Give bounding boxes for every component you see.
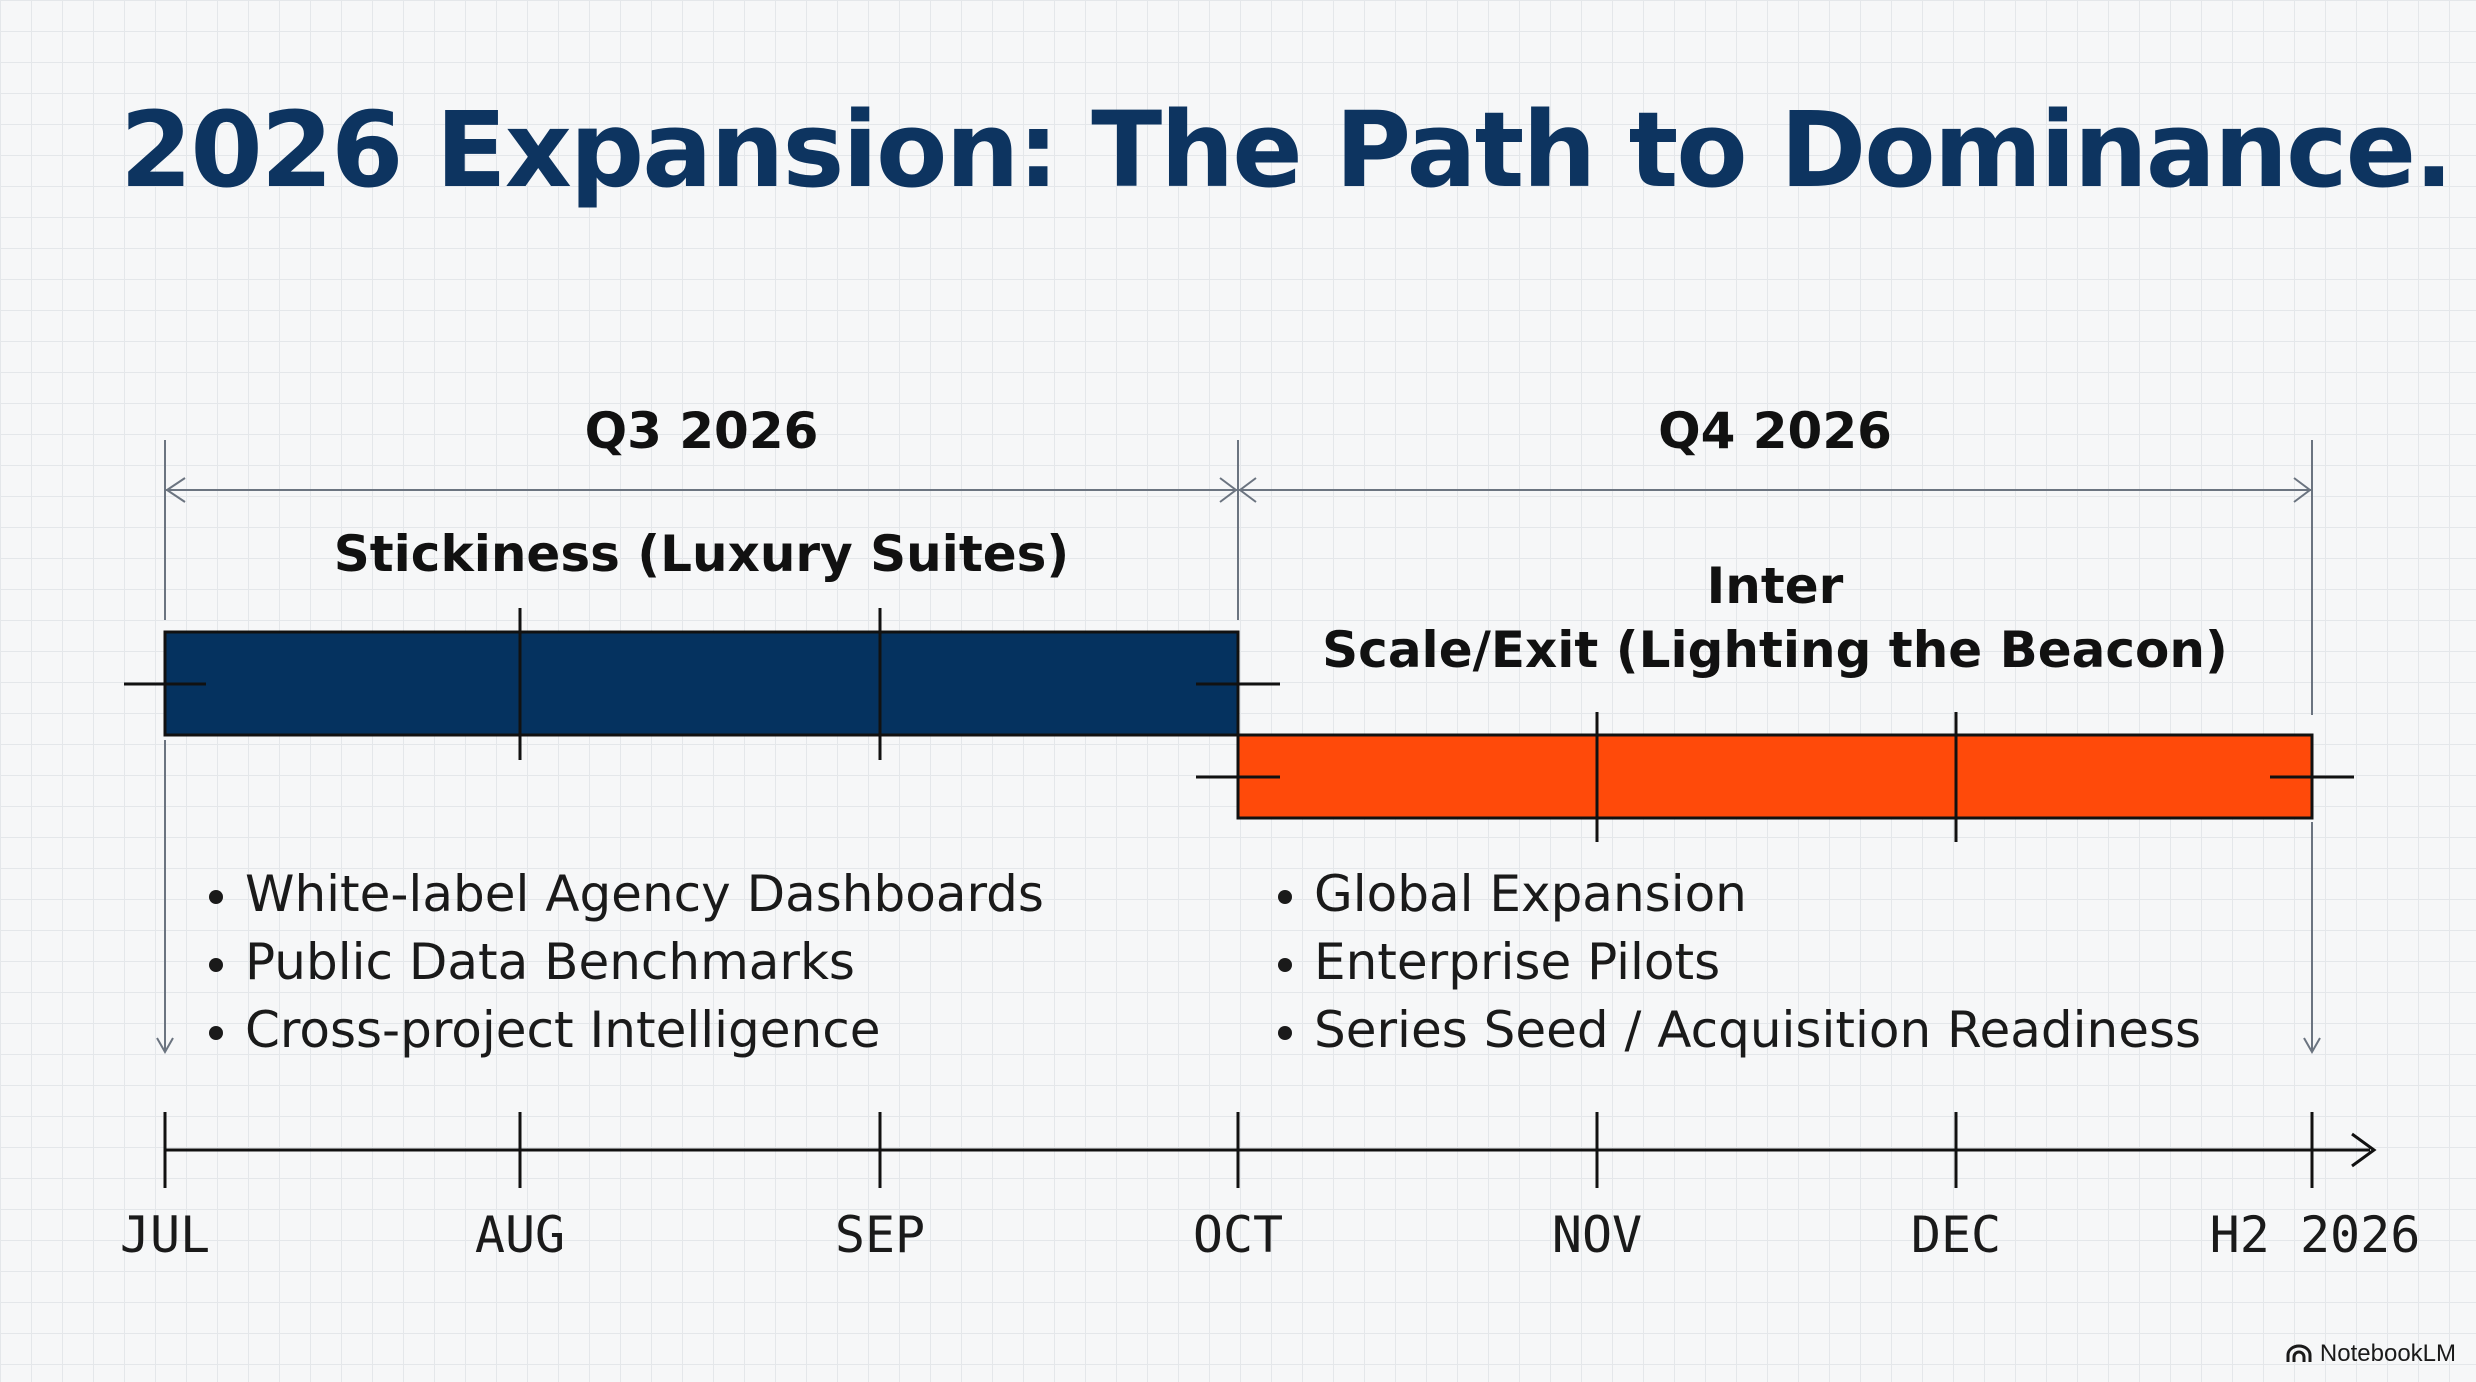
month-label-jul: JUL xyxy=(119,1206,211,1264)
q3-left-arrowhead-icon xyxy=(165,477,186,503)
list-item: Enterprise Pilots xyxy=(1274,928,2201,996)
slide-title: 2026 Expansion: The Path to Dominance. xyxy=(120,89,2454,211)
month-label-nov: NOV xyxy=(1551,1206,1643,1264)
list-item: Global Expansion xyxy=(1274,860,2201,928)
phase-title-scale-exit: Inter Scale/Exit (Lighting the Beacon) xyxy=(1238,554,2312,682)
list-item: White-label Agency Dashboards xyxy=(205,860,1044,928)
month-label-h2-2026: H2 2026 xyxy=(2209,1206,2421,1264)
month-label-sep: SEP xyxy=(834,1206,926,1264)
axis-arrowhead-icon xyxy=(2351,1132,2377,1168)
q4-phase-bar xyxy=(1196,712,2354,842)
q4-left-arrowhead-icon xyxy=(1238,477,1257,503)
q4-right-arrowhead-icon xyxy=(2293,477,2312,503)
q3-bar-rect xyxy=(163,630,1240,737)
phase-title-line: Inter xyxy=(1706,557,1844,615)
q4-initiatives-list: Global Expansion Enterprise Pilots Serie… xyxy=(1274,860,2201,1064)
notebooklm-logo-icon xyxy=(2286,1344,2312,1362)
brand-name: NotebookLM xyxy=(2319,1340,2456,1367)
phase-title-line: Scale/Exit (Lighting the Beacon) xyxy=(1322,621,2228,679)
quarter-label-q4: Q4 2026 xyxy=(1658,402,1892,460)
month-label-dec: DEC xyxy=(1910,1206,2002,1264)
month-label-aug: AUG xyxy=(474,1206,566,1264)
q3-right-arrowhead-icon xyxy=(1219,477,1238,503)
q4-drop-arrowhead-icon xyxy=(2303,1037,2321,1055)
phase-title-line: Stickiness (Luxury Suites) xyxy=(333,525,1070,583)
list-item: Public Data Benchmarks xyxy=(205,928,1044,996)
quarter-label-q3: Q3 2026 xyxy=(584,402,819,460)
month-label-oct: OCT xyxy=(1192,1206,1284,1264)
q3-drop-arrowhead-icon xyxy=(156,1037,174,1055)
q4-bar-rect xyxy=(1236,733,2314,820)
quarter-span-lines xyxy=(164,440,2313,715)
list-item: Series Seed / Acquisition Readiness xyxy=(1274,996,2201,1064)
notebooklm-branding: NotebookLM xyxy=(2286,1340,2456,1368)
list-item: Cross-project Intelligence xyxy=(205,996,1044,1064)
q3-phase-bar xyxy=(124,608,1280,760)
phase-title-stickiness: Stickiness (Luxury Suites) xyxy=(165,522,1238,586)
q3-initiatives-list: White-label Agency Dashboards Public Dat… xyxy=(205,860,1044,1064)
month-axis xyxy=(163,1112,2377,1188)
